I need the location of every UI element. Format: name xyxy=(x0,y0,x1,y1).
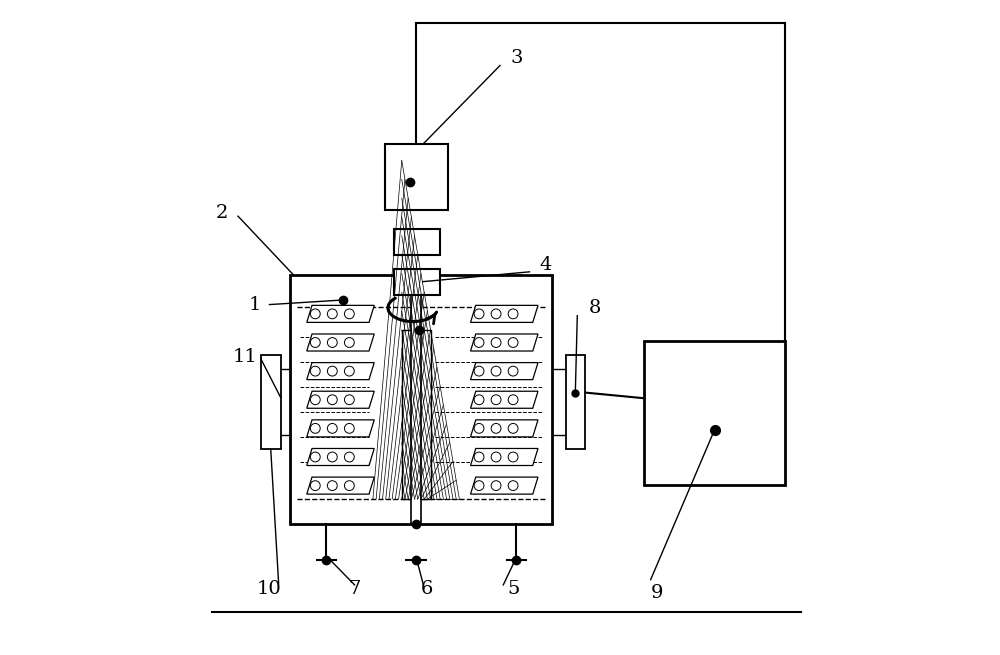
Circle shape xyxy=(508,337,518,347)
Circle shape xyxy=(491,337,501,347)
Bar xyxy=(644,341,785,485)
Circle shape xyxy=(474,309,484,319)
Text: 2: 2 xyxy=(215,204,228,222)
Circle shape xyxy=(474,366,484,376)
Circle shape xyxy=(310,309,320,319)
Circle shape xyxy=(474,423,484,434)
Circle shape xyxy=(491,366,501,376)
Circle shape xyxy=(327,452,337,462)
Circle shape xyxy=(344,481,354,491)
Polygon shape xyxy=(307,334,374,351)
Text: 5: 5 xyxy=(507,580,519,599)
Bar xyxy=(261,355,281,449)
Polygon shape xyxy=(307,420,374,437)
Circle shape xyxy=(310,337,320,347)
Circle shape xyxy=(474,337,484,347)
Text: 3: 3 xyxy=(510,48,523,67)
Circle shape xyxy=(344,395,354,405)
Text: 10: 10 xyxy=(257,580,282,599)
Text: 7: 7 xyxy=(348,580,361,599)
Circle shape xyxy=(508,395,518,405)
Circle shape xyxy=(508,309,518,319)
Circle shape xyxy=(344,337,354,347)
Bar xyxy=(402,330,431,499)
Circle shape xyxy=(474,481,484,491)
Text: 4: 4 xyxy=(540,256,552,274)
Circle shape xyxy=(491,395,501,405)
Circle shape xyxy=(327,481,337,491)
Bar xyxy=(290,275,552,524)
Bar xyxy=(402,330,431,499)
Polygon shape xyxy=(307,363,374,380)
Text: 6: 6 xyxy=(420,580,433,599)
Bar xyxy=(566,355,585,449)
Polygon shape xyxy=(471,305,538,322)
Circle shape xyxy=(508,481,518,491)
Polygon shape xyxy=(307,391,374,408)
Circle shape xyxy=(310,423,320,434)
Bar xyxy=(411,269,421,524)
Circle shape xyxy=(474,452,484,462)
Polygon shape xyxy=(471,363,538,380)
Polygon shape xyxy=(471,334,538,351)
Bar xyxy=(394,269,440,295)
Circle shape xyxy=(327,395,337,405)
Circle shape xyxy=(327,366,337,376)
Circle shape xyxy=(508,423,518,434)
Polygon shape xyxy=(471,477,538,494)
Text: 9: 9 xyxy=(651,584,663,602)
Circle shape xyxy=(310,366,320,376)
Polygon shape xyxy=(307,477,374,494)
Circle shape xyxy=(474,395,484,405)
Circle shape xyxy=(491,423,501,434)
Bar xyxy=(394,229,440,255)
Circle shape xyxy=(508,366,518,376)
Circle shape xyxy=(508,452,518,462)
Polygon shape xyxy=(471,391,538,408)
Circle shape xyxy=(344,423,354,434)
Polygon shape xyxy=(471,420,538,437)
Text: 1: 1 xyxy=(248,295,261,314)
Circle shape xyxy=(310,452,320,462)
Circle shape xyxy=(327,423,337,434)
Polygon shape xyxy=(471,449,538,466)
Circle shape xyxy=(344,309,354,319)
Text: 11: 11 xyxy=(232,348,257,366)
Text: 8: 8 xyxy=(589,299,601,317)
Circle shape xyxy=(491,452,501,462)
Circle shape xyxy=(344,452,354,462)
Circle shape xyxy=(491,481,501,491)
Circle shape xyxy=(327,309,337,319)
Circle shape xyxy=(310,395,320,405)
Polygon shape xyxy=(307,449,374,466)
Polygon shape xyxy=(307,305,374,322)
Circle shape xyxy=(327,337,337,347)
Circle shape xyxy=(344,366,354,376)
Circle shape xyxy=(491,309,501,319)
Bar xyxy=(385,144,448,210)
Circle shape xyxy=(310,481,320,491)
